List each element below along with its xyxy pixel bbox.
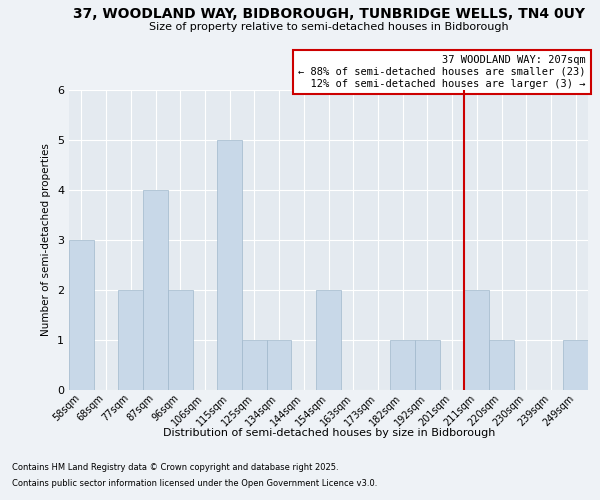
Bar	[69, 240, 94, 390]
Bar	[464, 290, 489, 390]
Bar	[217, 140, 242, 390]
Text: 37, WOODLAND WAY, BIDBOROUGH, TUNBRIDGE WELLS, TN4 0UY: 37, WOODLAND WAY, BIDBOROUGH, TUNBRIDGE …	[73, 8, 585, 22]
Text: Size of property relative to semi-detached houses in Bidborough: Size of property relative to semi-detach…	[149, 22, 509, 32]
Text: 37 WOODLAND WAY: 207sqm
← 88% of semi-detached houses are smaller (23)
  12% of : 37 WOODLAND WAY: 207sqm ← 88% of semi-de…	[298, 56, 586, 88]
Bar	[168, 290, 193, 390]
Y-axis label: Number of semi-detached properties: Number of semi-detached properties	[41, 144, 52, 336]
Bar	[118, 290, 143, 390]
Text: Contains public sector information licensed under the Open Government Licence v3: Contains public sector information licen…	[12, 478, 377, 488]
Bar	[316, 290, 341, 390]
Text: Contains HM Land Registry data © Crown copyright and database right 2025.: Contains HM Land Registry data © Crown c…	[12, 464, 338, 472]
Bar	[143, 190, 168, 390]
Bar	[390, 340, 415, 390]
Bar	[242, 340, 267, 390]
Bar	[267, 340, 292, 390]
Bar	[415, 340, 440, 390]
Bar	[489, 340, 514, 390]
Bar	[563, 340, 588, 390]
Text: Distribution of semi-detached houses by size in Bidborough: Distribution of semi-detached houses by …	[163, 428, 495, 438]
